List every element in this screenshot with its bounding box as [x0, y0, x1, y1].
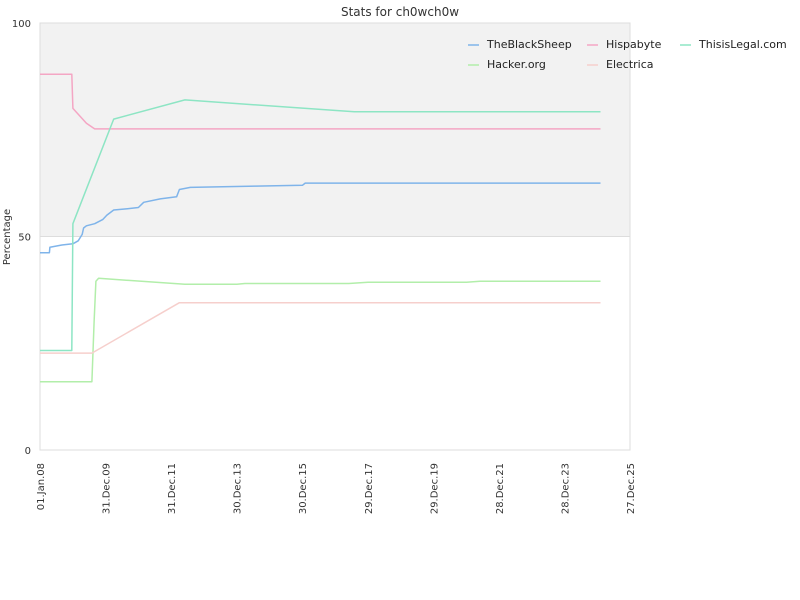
legend-label: Hacker.org [487, 58, 546, 71]
y-tick-label: 100 [12, 19, 31, 30]
x-axis: 01.Jan.08 31.Dec.09 31.Dec.11 30.Dec.13 30.D… [36, 463, 637, 514]
x-tick-label: 29.Dec.17 [364, 463, 375, 514]
series-line-electrica [40, 301, 601, 354]
series-line-hacker-org [40, 277, 601, 383]
upper-band [40, 23, 630, 237]
y-tick-label: 0 [25, 446, 31, 457]
y-axis-label: Percentage [2, 209, 13, 265]
x-tick-label: 30.Dec.13 [233, 463, 244, 514]
x-tick-label: 31.Dec.09 [102, 463, 113, 514]
x-tick-label: 28.Dec.21 [495, 463, 506, 514]
y-tick-label: 50 [18, 233, 31, 244]
y-axis: 0 50 100 [12, 19, 31, 457]
x-tick-label: 28.Dec.23 [560, 463, 571, 514]
series-line-theblacksheep [40, 182, 601, 254]
series-line-hispabyte [40, 73, 601, 130]
x-tick-label: 31.Dec.11 [167, 463, 178, 514]
legend-label: ThisisLegal.com [698, 38, 787, 51]
legend-label: Hispabyte [606, 38, 662, 51]
x-tick-label: 27.Dec.25 [626, 463, 637, 514]
x-tick-label: 29.Dec.19 [429, 463, 440, 514]
legend: TheBlackSheep Hispabyte ThisisLegal.com Hac… [468, 38, 787, 71]
x-tick-label: 30.Dec.15 [298, 463, 309, 514]
series-lines [40, 73, 601, 383]
x-tick-label: 01.Jan.08 [36, 463, 47, 510]
legend-label: TheBlackSheep [486, 38, 572, 51]
legend-label: Electrica [606, 58, 654, 71]
chart-title: Stats for ch0wch0w [341, 5, 459, 19]
series-line-thisislegal-com [40, 99, 601, 352]
